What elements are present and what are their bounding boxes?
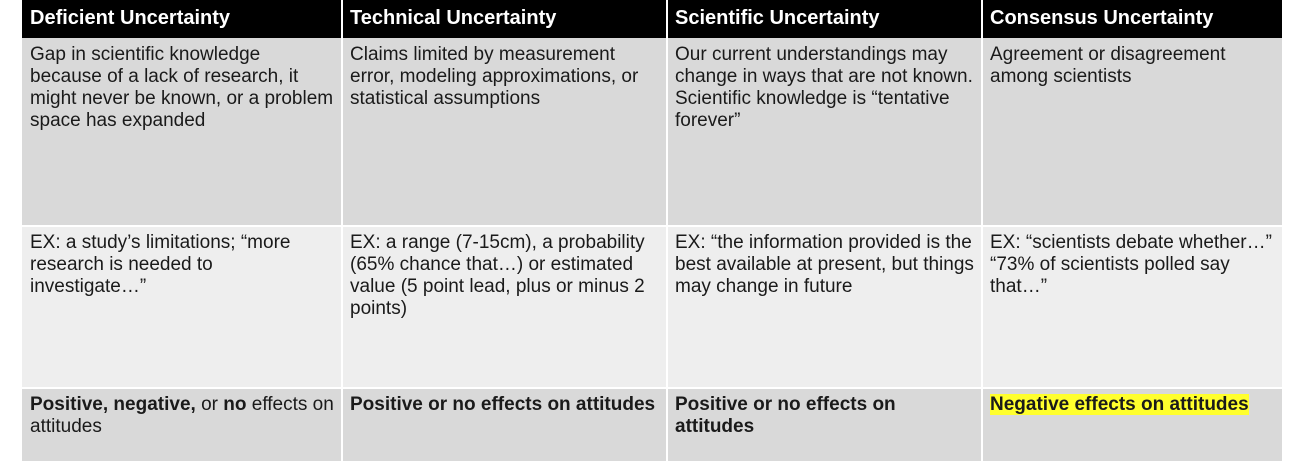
header-technical: Technical Uncertainty [342, 0, 667, 38]
column-divider [666, 0, 668, 461]
row-divider [22, 387, 1282, 389]
header-scientific: Scientific Uncertainty [667, 0, 982, 38]
effect-scientific: Positive or no effects on attitudes [667, 388, 982, 461]
definition-technical: Claims limited by measurement error, mod… [342, 38, 667, 226]
column-divider [341, 0, 343, 461]
example-technical: EX: a range (7-15cm), a probability (65%… [342, 226, 667, 388]
effect-deficient-positive-negative: Positive, negative, [30, 394, 196, 415]
effect-deficient-no: no [223, 394, 247, 415]
effect-technical: Positive or no effects on attitudes [342, 388, 667, 461]
example-consensus: EX: “scientists debate whether…” “73% of… [982, 226, 1282, 388]
definition-deficient: Gap in scientific knowledge because of a… [22, 38, 342, 226]
uncertainty-table: Deficient Uncertainty Technical Uncertai… [22, 0, 1282, 461]
header-consensus: Consensus Uncertainty [982, 0, 1282, 38]
effect-deficient-or: or [195, 394, 224, 415]
column-divider [981, 0, 983, 461]
effect-consensus-highlight: Negative effects on attitudes [990, 394, 1249, 415]
example-scientific: EX: “the information provided is the bes… [667, 226, 982, 388]
effect-deficient-rest: effects on attitudes [30, 394, 334, 437]
header-deficient: Deficient Uncertainty [22, 0, 342, 38]
row-divider [22, 225, 1282, 227]
example-deficient: EX: a study’s limitations; “more researc… [22, 226, 342, 388]
effect-deficient: Positive, negative, or no effects on att… [22, 388, 342, 461]
definition-consensus: Agreement or disagreement among scientis… [982, 38, 1282, 226]
effect-consensus: Negative effects on attitudes [982, 388, 1282, 461]
definition-scientific: Our current understandings may change in… [667, 38, 982, 226]
